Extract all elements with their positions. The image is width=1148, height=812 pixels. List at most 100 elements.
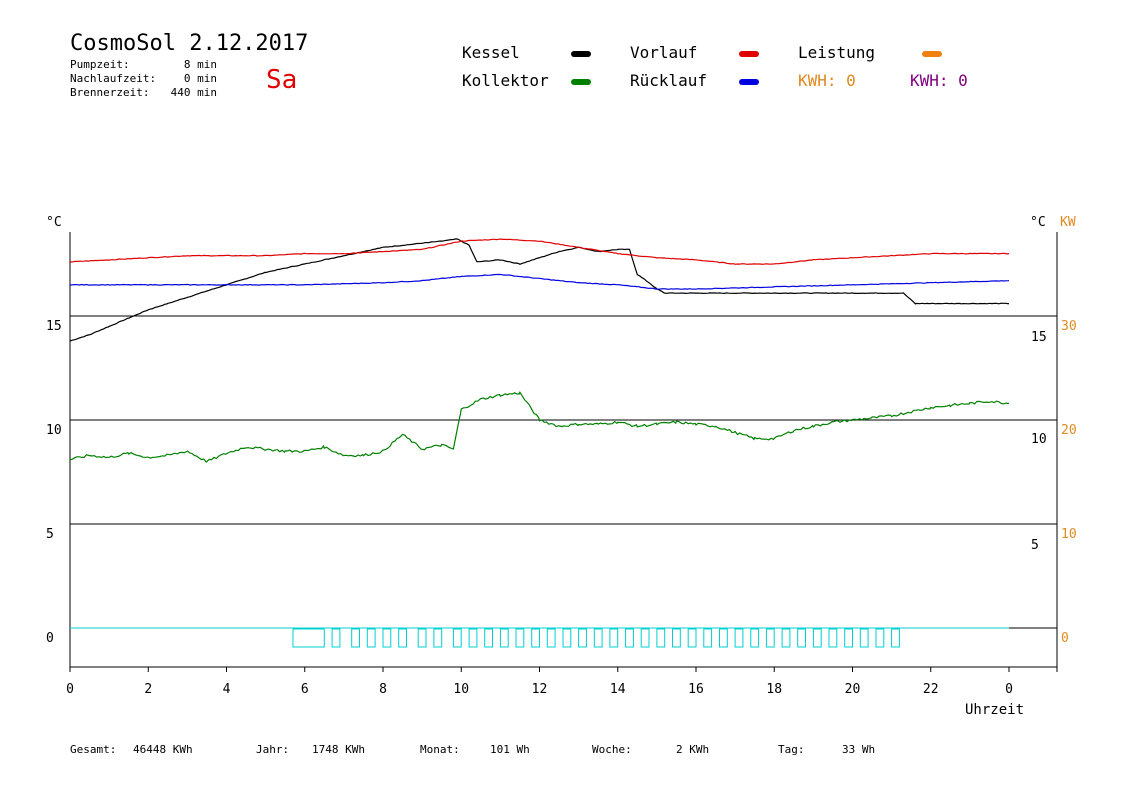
series-line-kollektor bbox=[69, 390, 1009, 464]
right-kw-tick-30: 30 bbox=[1061, 319, 1077, 334]
pump-pulse bbox=[750, 628, 760, 648]
x-ticks: 0 2 4 6 8 10 12 14 16 18 20 22 0 bbox=[66, 667, 1058, 697]
right-kw-label: KW bbox=[1060, 215, 1076, 230]
footer-value-tag: 33 Wh bbox=[842, 743, 875, 756]
stat-label-pumpzeit: Pumpzeit: bbox=[70, 58, 130, 71]
left-tick-5: 5 bbox=[46, 527, 54, 542]
x-tick-label: 18 bbox=[766, 682, 782, 697]
legend-swatch-kessel bbox=[571, 51, 591, 57]
stat-value-nachlaufzeit: 0 min bbox=[184, 72, 217, 85]
series-line-kessel bbox=[69, 238, 1010, 342]
pump-pulse bbox=[859, 628, 869, 648]
pump-pulse bbox=[640, 628, 650, 648]
pump-pulse bbox=[672, 628, 681, 648]
footer-label-gesamt: Gesamt: bbox=[70, 743, 116, 756]
pump-pulse bbox=[765, 628, 775, 648]
pump-pulse bbox=[398, 628, 408, 648]
left-tick-15: 15 bbox=[46, 319, 62, 334]
pump-pulse bbox=[593, 628, 603, 648]
footer-value-monat: 101 Wh bbox=[490, 743, 530, 756]
right-kw-tick-20: 20 bbox=[1061, 423, 1077, 438]
pump-pulse bbox=[468, 628, 478, 648]
series-line-rcklauf bbox=[69, 273, 1010, 290]
legend-swatch-leistung bbox=[922, 51, 942, 57]
x-tick-label: 0 bbox=[1005, 682, 1013, 697]
footer-label-woche: Woche: bbox=[592, 743, 632, 756]
legend-label-vorlauf: Vorlauf bbox=[630, 43, 697, 62]
stat-value-brennerzeit: 440 min bbox=[171, 86, 217, 99]
legend-swatch-ruecklauf bbox=[739, 79, 759, 85]
left-tick-0: 0 bbox=[46, 631, 54, 646]
pump-pulse bbox=[546, 628, 556, 648]
x-tick-label: 2 bbox=[144, 682, 152, 697]
x-tick-label: 12 bbox=[532, 682, 548, 697]
right-unit-label: °C bbox=[1030, 215, 1046, 230]
pump-pulse bbox=[891, 628, 900, 648]
x-tick-label: 10 bbox=[453, 682, 469, 697]
x-tick-label: 20 bbox=[845, 682, 861, 697]
pump-pulse bbox=[417, 628, 427, 648]
x-tick-label: 22 bbox=[923, 682, 939, 697]
right-temp-tick-5: 5 bbox=[1031, 538, 1039, 553]
x-tick-label: 4 bbox=[223, 682, 231, 697]
stat-value-pumpzeit: 8 min bbox=[184, 58, 217, 71]
pump-pulse bbox=[609, 628, 619, 648]
x-tick-label: 0 bbox=[66, 682, 74, 697]
pump-pulse bbox=[703, 628, 713, 648]
footer-label-jahr: Jahr: bbox=[256, 743, 289, 756]
series-line-vorlauf bbox=[69, 238, 1010, 265]
legend-kwh-orange: KWH: 0 bbox=[798, 71, 856, 90]
footer-label-monat: Monat: bbox=[420, 743, 460, 756]
stat-label-nachlaufzeit: Nachlaufzeit: bbox=[70, 72, 156, 85]
pump-pulse bbox=[515, 628, 525, 648]
pump-pulse bbox=[578, 628, 587, 648]
x-tick-label: 16 bbox=[688, 682, 704, 697]
x-tick-label: 6 bbox=[301, 682, 309, 697]
pump-pulse bbox=[781, 628, 791, 648]
pump-pulse bbox=[351, 628, 361, 648]
pump-pulse bbox=[531, 628, 541, 648]
left-tick-10: 10 bbox=[46, 423, 62, 438]
legend-label-kollektor: Kollektor bbox=[462, 71, 549, 90]
right-temp-tick-15: 15 bbox=[1031, 330, 1047, 345]
pump-pulse bbox=[875, 628, 885, 648]
legend-swatch-vorlauf bbox=[739, 51, 759, 57]
footer-stats: Gesamt: 46448 KWh Jahr: 1748 KWh Monat: … bbox=[70, 743, 875, 756]
pump-pulse bbox=[366, 628, 376, 648]
footer-value-gesamt: 46448 KWh bbox=[133, 743, 193, 756]
legend-kwh-purple: KWH: 0 bbox=[910, 71, 968, 90]
legend-label-leistung: Leistung bbox=[798, 43, 875, 62]
legend-label-kessel: Kessel bbox=[462, 43, 520, 62]
pump-pulse bbox=[734, 628, 744, 648]
pump-pulse bbox=[812, 628, 822, 648]
pump-pulse bbox=[562, 628, 572, 648]
footer-value-woche: 2 KWh bbox=[676, 743, 709, 756]
pump-pulse bbox=[292, 628, 325, 648]
pump-pulse bbox=[452, 628, 462, 648]
legend-label-ruecklauf: Rücklauf bbox=[630, 71, 707, 90]
stats-block: Pumpzeit: 8 min Nachlaufzeit: 0 min Bren… bbox=[70, 58, 217, 99]
pump-pulse bbox=[656, 628, 666, 648]
pump-pulse bbox=[844, 628, 854, 648]
chart-title: CosmoSol 2.12.2017 bbox=[70, 31, 308, 56]
stat-label-brennerzeit: Brennerzeit: bbox=[70, 86, 149, 99]
right-temp-tick-10: 10 bbox=[1031, 432, 1047, 447]
weekday-label: Sa bbox=[266, 65, 297, 95]
x-axis-label: Uhrzeit bbox=[965, 702, 1024, 718]
pump-signal bbox=[70, 627, 1009, 648]
pump-pulse bbox=[331, 628, 341, 648]
x-tick-label: 8 bbox=[379, 682, 387, 697]
pump-pulse bbox=[484, 628, 494, 648]
series-layer bbox=[69, 238, 1010, 464]
pump-pulse bbox=[719, 628, 728, 648]
pump-pulse bbox=[687, 628, 697, 648]
pump-pulse bbox=[828, 628, 838, 648]
legend: Kessel Vorlauf Leistung Kollektor Rückla… bbox=[462, 43, 968, 90]
pump-pulse bbox=[382, 628, 392, 648]
pump-pulse bbox=[797, 628, 807, 648]
legend-swatch-kollektor bbox=[571, 79, 591, 85]
x-tick-label: 14 bbox=[610, 682, 626, 697]
pump-pulse bbox=[433, 628, 443, 648]
right-kw-tick-10: 10 bbox=[1061, 527, 1077, 542]
